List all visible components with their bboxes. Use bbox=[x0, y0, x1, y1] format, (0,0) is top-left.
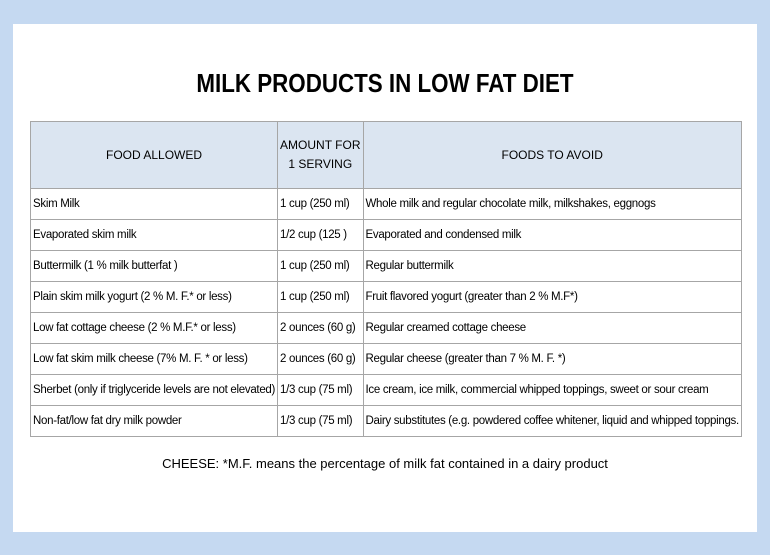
table-row: Evaporated skim milk 1/2 cup (125 ) Evap… bbox=[29, 219, 742, 251]
table-row: Low fat cottage cheese (2 % M.F.* or les… bbox=[29, 312, 742, 344]
cell-amount: 2 ounces (60 g) bbox=[277, 343, 364, 375]
footnote-text: *M.F. means the percentage of milk fat c… bbox=[219, 456, 608, 471]
table-row: Buttermilk (1 % milk butterfat ) 1 cup (… bbox=[29, 250, 742, 282]
cell-food-allowed: Non-fat/low fat dry milk powder bbox=[29, 405, 279, 437]
header-foods-to-avoid: FOODS TO AVOID bbox=[362, 121, 742, 189]
header-amount-line2: 1 SERVING bbox=[288, 157, 353, 171]
milk-products-table: FOOD ALLOWED AMOUNT FOR 1 SERVING FOODS … bbox=[29, 121, 742, 437]
footnote-label: CHEESE: bbox=[162, 456, 220, 471]
cell-amount: 2 ounces (60 g) bbox=[277, 312, 364, 344]
page-title: MILK PRODUCTS IN LOW FAT DIET bbox=[196, 68, 574, 98]
cell-amount: 1/3 cup (75 ml) bbox=[277, 374, 364, 406]
cell-food-to-avoid: Fruit flavored yogurt (greater than 2 % … bbox=[362, 281, 742, 313]
cell-food-allowed: Low fat skim milk cheese (7% M. F. * or … bbox=[29, 343, 279, 375]
cell-amount: 1/3 cup (75 ml) bbox=[277, 405, 364, 437]
footnote: CHEESE: *M.F. means the percentage of mi… bbox=[0, 456, 770, 471]
cell-food-to-avoid: Regular creamed cottage cheese bbox=[362, 312, 742, 344]
cell-food-to-avoid: Ice cream, ice milk, commercial whipped … bbox=[362, 374, 742, 406]
cell-amount: 1 cup (250 ml) bbox=[277, 188, 364, 220]
table-row: Sherbet (only if triglyceride levels are… bbox=[29, 374, 742, 406]
header-amount: AMOUNT FOR 1 SERVING bbox=[277, 121, 364, 189]
cell-amount: 1/2 cup (125 ) bbox=[277, 219, 364, 251]
table-row: Low fat skim milk cheese (7% M. F. * or … bbox=[29, 343, 742, 375]
table-header-row: FOOD ALLOWED AMOUNT FOR 1 SERVING FOODS … bbox=[29, 121, 742, 189]
cell-food-to-avoid: Regular buttermilk bbox=[362, 250, 742, 282]
cell-food-to-avoid: Whole milk and regular chocolate milk, m… bbox=[362, 188, 742, 220]
cell-food-allowed: Low fat cottage cheese (2 % M.F.* or les… bbox=[29, 312, 279, 344]
header-amount-line1: AMOUNT FOR bbox=[280, 138, 361, 152]
table-row: Non-fat/low fat dry milk powder 1/3 cup … bbox=[29, 405, 742, 437]
header-food-allowed: FOOD ALLOWED bbox=[29, 121, 279, 189]
cell-food-allowed: Skim Milk bbox=[29, 188, 279, 220]
cell-amount: 1 cup (250 ml) bbox=[277, 281, 364, 313]
table-row: Plain skim milk yogurt (2 % M. F.* or le… bbox=[29, 281, 742, 313]
cell-amount: 1 cup (250 ml) bbox=[277, 250, 364, 282]
cell-food-to-avoid: Dairy substitutes (e.g. powdered coffee … bbox=[362, 405, 742, 437]
table-row: Skim Milk 1 cup (250 ml) Whole milk and … bbox=[29, 188, 742, 220]
cell-food-allowed: Plain skim milk yogurt (2 % M. F.* or le… bbox=[29, 281, 279, 313]
cell-food-allowed: Sherbet (only if triglyceride levels are… bbox=[29, 374, 279, 406]
cell-food-allowed: Evaporated skim milk bbox=[29, 219, 279, 251]
cell-food-allowed: Buttermilk (1 % milk butterfat ) bbox=[29, 250, 279, 282]
cell-food-to-avoid: Evaporated and condensed milk bbox=[362, 219, 742, 251]
cell-food-to-avoid: Regular cheese (greater than 7 % M. F. *… bbox=[362, 343, 742, 375]
